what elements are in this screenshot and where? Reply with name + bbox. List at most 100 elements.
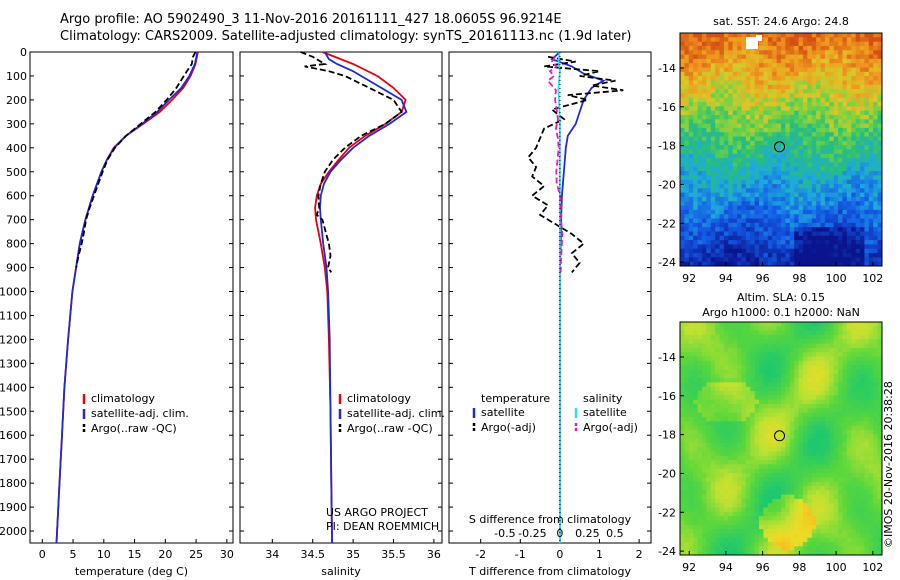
sla-map-cell — [824, 524, 830, 530]
sst-map-cell — [816, 41, 822, 47]
sla-map-cell — [684, 520, 690, 526]
sst-map-cell — [680, 67, 685, 73]
sla-map-cell — [759, 373, 765, 379]
sst-map-cell — [693, 192, 699, 198]
sla-map-cell — [706, 373, 712, 379]
sla-map-cell — [781, 520, 786, 526]
sla-map-cell — [864, 524, 870, 530]
sst-map-cell — [767, 119, 773, 125]
sla-map-cell — [789, 468, 795, 474]
sla-map-cell — [802, 485, 808, 491]
sst-map-cell — [719, 80, 725, 86]
sla-map-cell — [868, 524, 874, 530]
sst-map-cell — [763, 63, 769, 69]
sst-map-cell — [706, 192, 712, 198]
sst-map-cell — [842, 119, 848, 125]
sla-map-cell — [833, 343, 839, 349]
sst-map-cell — [697, 205, 703, 211]
sst-map-cell — [802, 227, 808, 233]
sst-map-cell — [745, 145, 751, 151]
sst-map-cell — [794, 235, 800, 241]
sst-map-cell — [728, 209, 734, 215]
sla-map-cell — [864, 473, 870, 478]
sla-map-cell — [767, 464, 773, 470]
sst-map-cell — [772, 205, 778, 211]
sst-map-cell — [688, 50, 694, 56]
sla-map-cell — [851, 451, 857, 457]
sla-map-cell — [706, 360, 712, 366]
sla-map-cell — [868, 481, 874, 487]
sla-map-cell — [719, 356, 725, 362]
sla-map-cell — [688, 347, 694, 353]
sst-map-cell — [723, 80, 729, 86]
sst-map-cell — [842, 240, 848, 246]
sst-map-cell — [833, 84, 839, 90]
sla-map-cell — [794, 326, 800, 332]
sst-map-cell — [868, 114, 874, 120]
sla-map-cell — [807, 408, 813, 414]
sst-map-cell — [811, 45, 817, 51]
sla-map-cell — [763, 464, 769, 470]
sla-map-cell — [719, 473, 725, 478]
sla-map-cell — [750, 494, 756, 500]
sst-map-cell — [706, 149, 712, 155]
sla-map-cell — [789, 343, 795, 349]
sla-map-cell — [820, 485, 826, 491]
sst-map-cell — [715, 240, 721, 246]
sst-map-cell — [820, 248, 826, 254]
sst-map-cell — [710, 63, 716, 69]
sla-map-cell — [851, 481, 857, 487]
sla-map-cell — [684, 442, 690, 448]
sst-map-cell — [855, 50, 861, 56]
sst-map-cell — [715, 67, 721, 73]
sla-map-cell — [693, 399, 699, 405]
sla-map-cell — [789, 395, 795, 401]
temperature-xtick-label: 0 — [39, 548, 46, 561]
sla-map-cell — [798, 326, 804, 332]
sst-map-cell — [759, 158, 765, 164]
sla-map-cell — [754, 516, 760, 522]
sla-map-cell — [781, 382, 786, 388]
sst-map-cell — [697, 110, 703, 116]
sla-map-cell — [745, 378, 751, 383]
sst-map-cell — [697, 84, 703, 90]
sla-map-cell — [688, 494, 694, 500]
sst-map-cell — [719, 58, 725, 64]
sst-map-cell — [838, 205, 844, 211]
sla-map-cell — [833, 516, 839, 522]
sst-map-cell — [824, 227, 830, 233]
sla-map-cell — [715, 468, 721, 474]
sla-map-cell — [732, 511, 738, 517]
sst-map-cell — [842, 184, 848, 189]
sst-map-cell — [719, 175, 725, 181]
sst-map-cell — [842, 196, 848, 202]
sst-map-cell — [829, 218, 835, 224]
sla-map-cell — [684, 352, 690, 358]
sst-map-cell — [688, 140, 694, 146]
sla-map-cell — [763, 356, 769, 362]
sst-map-cell — [846, 222, 852, 228]
sst-map-cell — [807, 67, 813, 73]
sst-map-cell — [855, 80, 861, 86]
sst-map-cell — [842, 84, 848, 90]
sst-map-cell — [706, 76, 712, 82]
sst-map-cell — [728, 67, 734, 73]
sla-map-cell — [877, 503, 882, 509]
sla-map-cell — [680, 494, 685, 500]
sla-map-cell — [741, 322, 747, 327]
sla-map-cell — [732, 399, 738, 405]
sst-map-cell — [811, 175, 817, 181]
sla-map-cell — [838, 369, 844, 375]
sla-map-cell — [737, 425, 743, 431]
sst-map-cell — [842, 89, 848, 94]
sla-map-cell — [781, 352, 786, 358]
sla-map-cell — [864, 334, 870, 340]
sst-map-cell — [745, 235, 751, 241]
sst-map-cell — [811, 171, 817, 176]
sst-map-cell — [838, 110, 844, 116]
sla-map-cell — [838, 438, 844, 444]
sla-map-cell — [754, 347, 760, 353]
sla-map-cell — [846, 403, 852, 409]
sst-map-cell — [864, 171, 870, 176]
sst-map-cell — [868, 45, 874, 51]
